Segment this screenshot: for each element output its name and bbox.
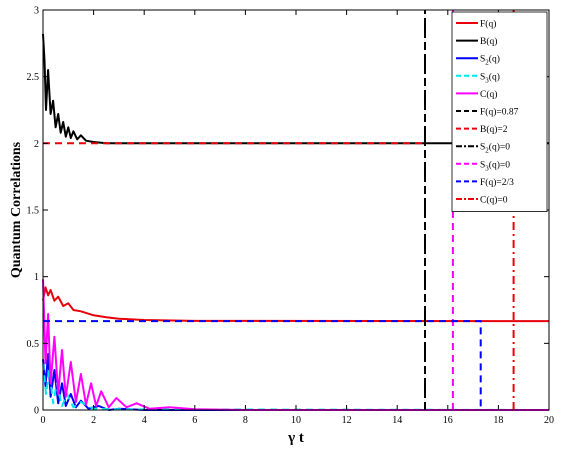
series-line-10 [43, 320, 482, 410]
y-tick-label: 1 [34, 272, 39, 283]
legend-entry-label: S2(q) [480, 54, 500, 67]
y-axis-label: Quantum Correlations [9, 141, 24, 278]
series-line-1 [42, 286, 550, 323]
series-layer [42, 10, 550, 411]
legend-entry-label: B(q) [480, 36, 497, 47]
x-tick-label: 8 [243, 415, 248, 426]
x-tick-label: 18 [493, 415, 503, 426]
y-tick-label: 2 [34, 139, 39, 150]
legend: F(q) B(q) S2(q) S3(q) C(q) F(q)=0.87 B(q)=2 S2(… [451, 11, 548, 213]
y-tick-label: 2.5 [27, 72, 40, 83]
ticks-layer: 0 2 4 6 8 10 12 14 16 18 20 0 0.5 1 1.5 2 2.5 3 [27, 6, 555, 427]
x-tick-label: 10 [291, 415, 301, 426]
series-line-4 [42, 363, 550, 411]
legend-entry-label: S3(q)=0 [480, 159, 510, 172]
y-tick-label: 0 [34, 406, 39, 417]
series-line-2 [42, 33, 549, 145]
x-tick-label: 2 [91, 415, 96, 426]
series-line-5 [42, 279, 549, 411]
legend-entry-label: F(q)=2/3 [480, 177, 514, 188]
y-tick-label: 3 [34, 6, 39, 17]
y-tick-label: 1.5 [27, 206, 40, 217]
legend-entry-label: F(q)=0.87 [480, 107, 519, 118]
legend-entry-label: S3(q) [480, 71, 500, 84]
x-tick-label: 12 [342, 415, 352, 426]
legend-entry-label: B(q)=2 [480, 124, 508, 135]
x-tick-label: 0 [41, 415, 46, 426]
y-tick-label: 0.5 [27, 339, 40, 350]
x-tick-label: 16 [443, 415, 453, 426]
legend-entry-label: F(q) [480, 19, 496, 30]
legend-entry-label: C(q)=0 [480, 195, 508, 206]
legend-entry-label: S2(q)=0 [480, 142, 510, 155]
legend-entry-label: C(q) [480, 89, 497, 100]
x-tick-label: 20 [544, 415, 554, 426]
x-tick-label: 4 [142, 415, 147, 426]
x-tick-label: 6 [192, 415, 197, 426]
x-tick-label: 14 [392, 415, 402, 426]
x-axis-label: γ t [287, 430, 304, 446]
